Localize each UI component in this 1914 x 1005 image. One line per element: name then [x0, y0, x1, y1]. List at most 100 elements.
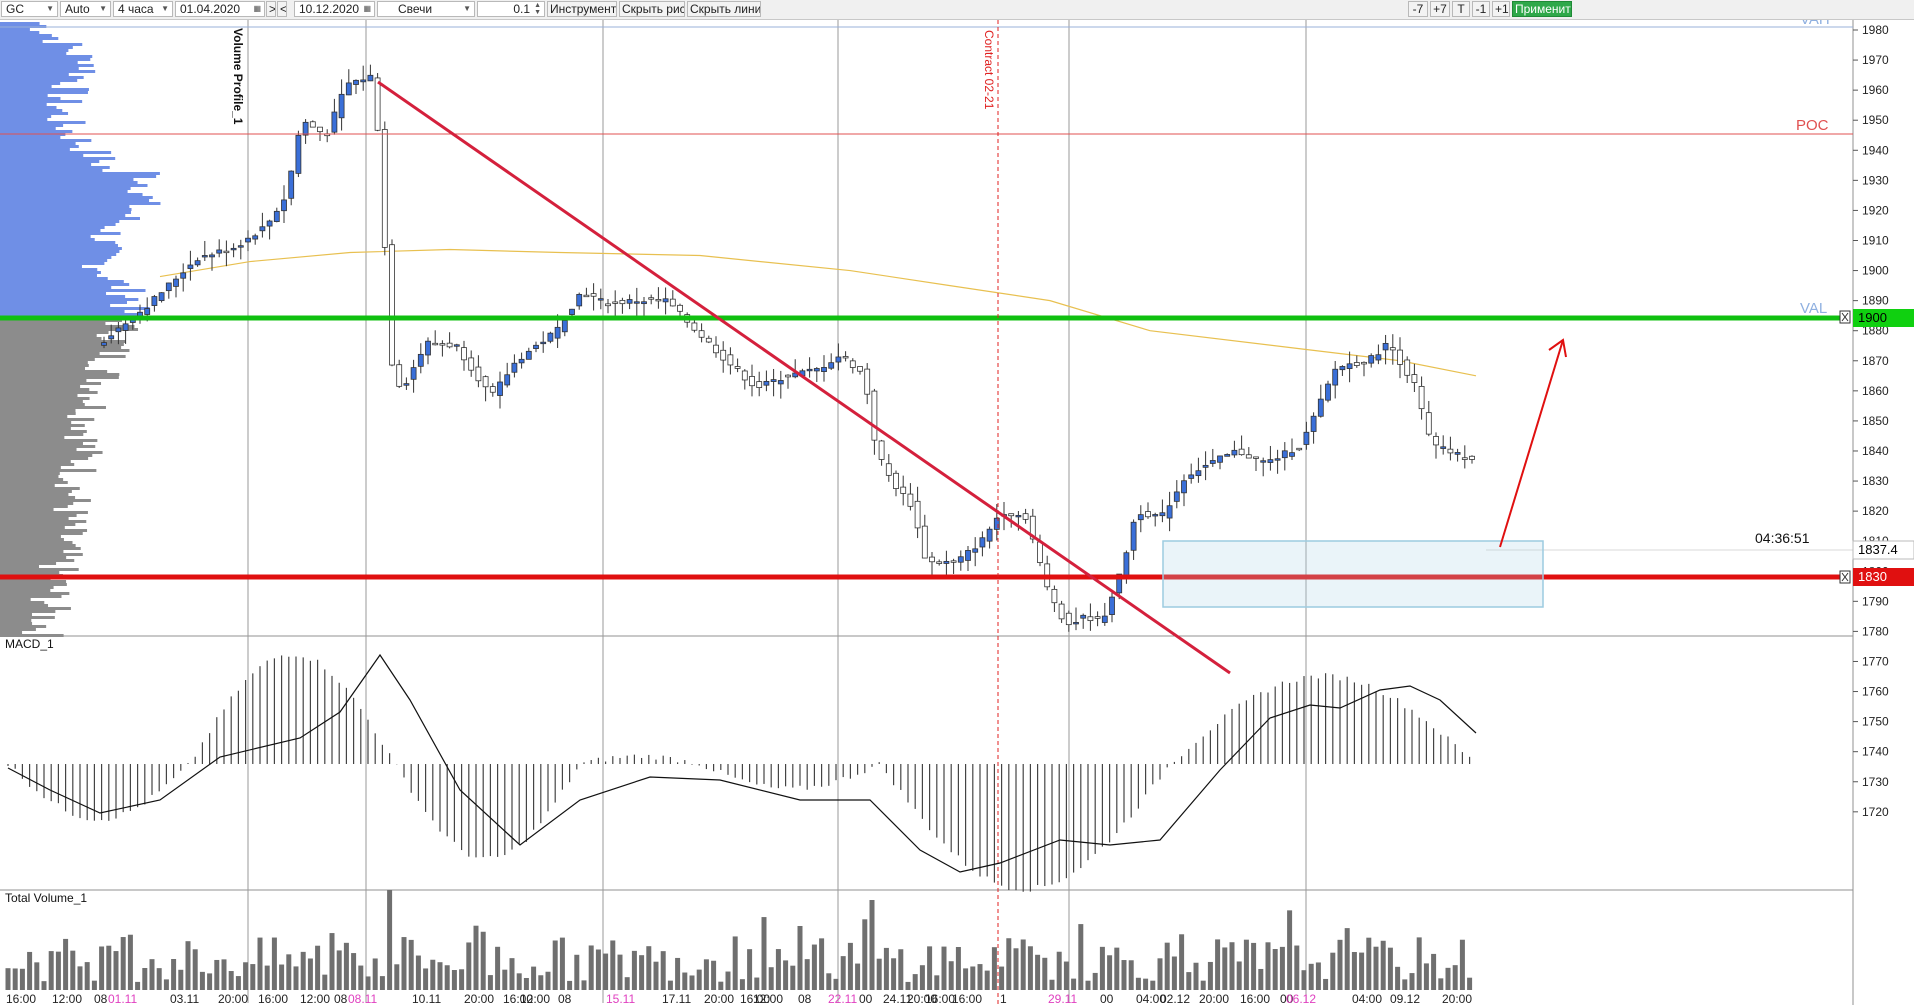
- candle-body: [173, 278, 179, 287]
- chart-type-select[interactable]: Свечи ▼: [377, 1, 475, 17]
- price-chart[interactable]: Contract 02-21 Volume Profile_1 POC VAL …: [0, 20, 1914, 1005]
- consolidation-zone[interactable]: [1162, 540, 1544, 608]
- candle-body: [864, 368, 871, 395]
- candle-body: [468, 357, 475, 371]
- profile-bar: [0, 355, 126, 358]
- profile-bar: [0, 151, 112, 154]
- calendar-icon[interactable]: ▦: [253, 4, 261, 13]
- step-stepper[interactable]: 0.1 ▲ ▼: [477, 1, 545, 17]
- profile-bar: [0, 169, 103, 172]
- volume-bar: [1006, 938, 1012, 990]
- volume-bar: [1301, 970, 1307, 990]
- profile-bar: [0, 421, 72, 424]
- tools-button[interactable]: Инструменты: [547, 1, 617, 17]
- volume-bar: [581, 980, 587, 990]
- profile-bar: [0, 142, 76, 145]
- candle-body: [734, 366, 741, 369]
- price-label: 1720: [1862, 805, 1889, 819]
- profile-bar: [0, 400, 83, 403]
- profile-bar: [0, 307, 150, 310]
- time-label: 00: [1100, 992, 1114, 1005]
- t-button[interactable]: T: [1452, 1, 1470, 17]
- profile-bar: [0, 613, 32, 616]
- forecast-arrow[interactable]: [1499, 339, 1564, 548]
- candle-body: [245, 237, 251, 243]
- profile-bar: [0, 532, 83, 535]
- candle-body: [101, 342, 107, 346]
- candle-body: [273, 210, 280, 222]
- volume-bar: [1387, 947, 1393, 990]
- volume-bar: [516, 973, 522, 990]
- minus1-button[interactable]: -1: [1472, 1, 1490, 17]
- red-level-marker[interactable]: 1830: [1839, 568, 1914, 586]
- candle-body: [612, 301, 619, 304]
- volume-bar: [379, 976, 385, 990]
- volume-bar: [675, 957, 681, 990]
- profile-bar: [0, 571, 60, 574]
- candle-body: [281, 199, 287, 212]
- volume-bar: [495, 946, 501, 990]
- spinner-icon[interactable]: ▲ ▼: [534, 2, 541, 16]
- profile-bar: [0, 304, 111, 307]
- price-label: 1820: [1862, 504, 1889, 518]
- profile-bar: [0, 412, 76, 415]
- volume-bar: [963, 968, 969, 990]
- volume-bar: [1042, 957, 1048, 990]
- calendar-icon[interactable]: ▦: [363, 4, 371, 13]
- profile-bar: [0, 361, 88, 364]
- volume-bar: [415, 955, 421, 990]
- profile-bar: [0, 238, 95, 241]
- plus7-button[interactable]: +7: [1430, 1, 1450, 17]
- volume-bar: [1380, 940, 1386, 990]
- plus1-button[interactable]: +1: [1492, 1, 1510, 17]
- profile-bar: [0, 85, 52, 88]
- time-label: 12:00: [300, 992, 330, 1005]
- candle-body: [648, 297, 655, 300]
- time-label: 22.11: [828, 992, 857, 1005]
- volume-bar: [999, 966, 1005, 990]
- trend-line[interactable]: [377, 80, 1231, 675]
- price-label: 1960: [1862, 83, 1889, 97]
- nav-prev-button[interactable]: <: [277, 1, 287, 17]
- volume-bar: [1071, 978, 1077, 990]
- candle-body: [381, 129, 388, 248]
- date-to-input[interactable]: 10.12.2020 ▦: [294, 1, 375, 17]
- volume-bar: [387, 890, 393, 990]
- volume-bar: [898, 949, 904, 990]
- symbol-select[interactable]: GC ▼: [1, 1, 58, 17]
- volume-bar: [171, 959, 177, 990]
- volume-bar: [1258, 968, 1264, 990]
- volume-bar: [423, 968, 429, 990]
- hide-drawings-button[interactable]: Скрыть рис.: [619, 1, 685, 17]
- profile-bar: [0, 205, 130, 208]
- profile-bar: [0, 466, 61, 469]
- profile-bar: [0, 595, 62, 598]
- candle-body: [1404, 359, 1411, 376]
- date-from-input[interactable]: 01.04.2020 ▦: [175, 1, 265, 17]
- volume-bar: [19, 968, 25, 990]
- volume-bar: [48, 951, 54, 990]
- scale-select[interactable]: Auto ▼: [60, 1, 111, 17]
- candle-body: [777, 380, 784, 385]
- price-axis[interactable]: 1980 1970 1960 1950 1940 1930 1920 1910 1900 1890…: [1853, 23, 1889, 819]
- time-label: 29.11: [1048, 992, 1077, 1005]
- apply-button[interactable]: Применить: [1512, 1, 1572, 17]
- timeframe-select[interactable]: 4 часа ▼: [113, 1, 173, 17]
- last-price-marker: 1837.4: [1852, 540, 1914, 560]
- candle-body: [1231, 449, 1238, 456]
- candle-body: [763, 380, 770, 386]
- green-level-marker[interactable]: 1900: [1839, 309, 1914, 327]
- price-label: 1740: [1862, 745, 1889, 759]
- candle-body: [885, 463, 892, 476]
- volume-bar: [5, 968, 11, 990]
- price-label: 1900: [1862, 264, 1889, 278]
- volume-bar: [1452, 965, 1458, 990]
- macd-histogram: [7, 653, 1477, 892]
- nav-next-button[interactable]: >: [266, 1, 276, 17]
- candle-body: [1188, 474, 1195, 479]
- time-axis[interactable]: 16:00 12:00 08 01.11 03.11 20:00 16:00 12:00 08 0…: [6, 992, 1472, 1005]
- volume-bar: [646, 946, 652, 990]
- candle-body: [626, 299, 633, 304]
- minus7-button[interactable]: -7: [1408, 1, 1428, 17]
- hide-lines-button[interactable]: Скрыть линии: [687, 1, 761, 17]
